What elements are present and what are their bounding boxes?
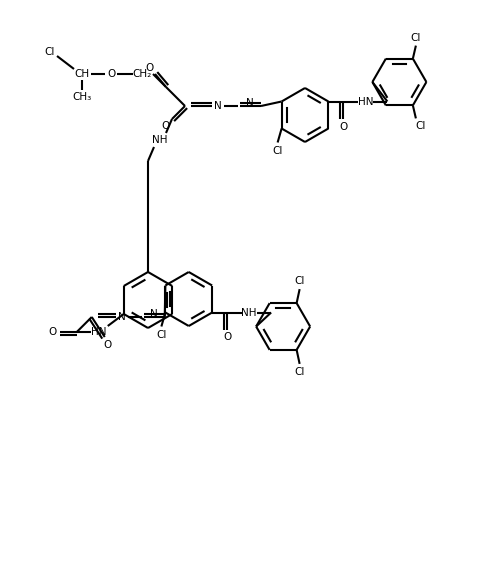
Text: NH: NH	[152, 135, 168, 145]
Text: NH: NH	[241, 307, 257, 318]
Text: O: O	[223, 332, 231, 343]
Text: N: N	[150, 309, 158, 319]
Text: Cl: Cl	[273, 146, 283, 155]
Text: Cl: Cl	[294, 367, 305, 377]
Text: Cl: Cl	[294, 276, 305, 286]
Text: O: O	[107, 69, 115, 79]
Text: Cl: Cl	[44, 47, 54, 57]
Text: CH₂: CH₂	[133, 69, 152, 79]
Text: O: O	[146, 63, 154, 73]
Text: Cl: Cl	[156, 329, 166, 340]
Text: Cl: Cl	[416, 121, 426, 131]
Text: O: O	[48, 327, 57, 337]
Text: Cl: Cl	[411, 32, 421, 43]
Text: HN: HN	[91, 327, 106, 337]
Text: N: N	[246, 98, 254, 108]
Text: CH₃: CH₃	[73, 92, 92, 102]
Text: CH: CH	[75, 69, 90, 79]
Text: HN: HN	[358, 97, 373, 106]
Text: O: O	[162, 121, 170, 131]
Text: O: O	[339, 122, 347, 131]
Text: O: O	[104, 340, 112, 350]
Text: N: N	[118, 312, 125, 322]
Text: N: N	[214, 101, 222, 111]
